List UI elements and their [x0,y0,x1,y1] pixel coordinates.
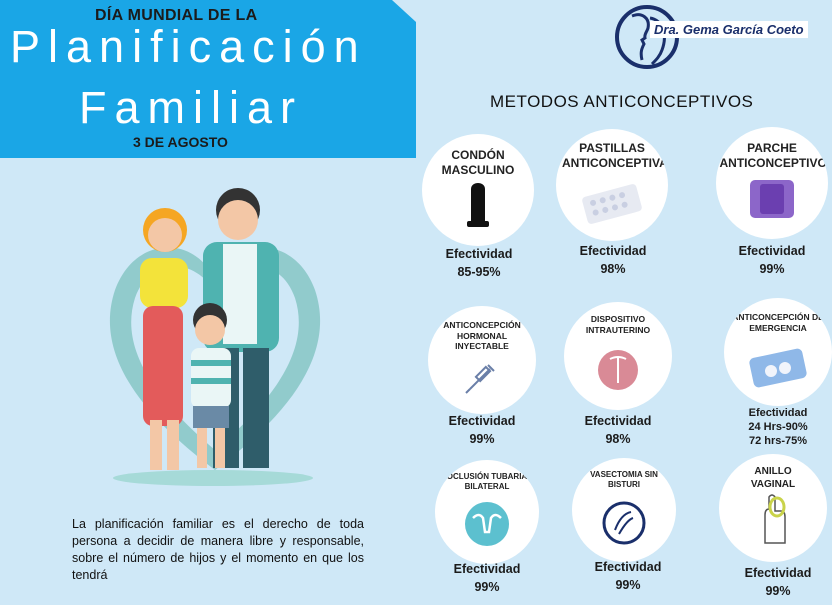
effectiveness-label: Efectividad [579,244,647,258]
method-card-circle: CONDÓN MASCULINO [422,134,534,246]
effectiveness-block: Efectividad 98% [578,412,658,448]
effectiveness-block: Efectividad 99% [736,564,820,600]
effectiveness-label: Efectividad [594,560,662,574]
patch-icon [746,176,798,227]
effectiveness-block: Efectividad 24 Hrs-90% 72 hrs-75% [735,406,821,448]
effectiveness-value: 99% [474,580,500,594]
syringe-icon [462,357,502,402]
doctor-name: Dra. Gema García Coeto [650,21,808,38]
woman-figure [140,208,188,470]
condom-icon [463,177,493,234]
uterus-icon [463,500,511,553]
effectiveness-value: 99% [765,584,791,598]
method-title: PARCHE ANTICONCEPTIVO [719,141,827,170]
effectiveness-block: Efectividad 99% [445,560,529,596]
effectiveness-label: Efectividad [738,244,806,258]
method-card-circle: VASECTOMIA SIN BISTURI [572,458,676,562]
banner-title-line2: Familiar [79,82,304,133]
effectiveness-block: Efectividad 99% [733,242,811,278]
method-title: VASECTOMIA SIN BISTURI [590,470,658,489]
ring-hand-icon [755,491,791,550]
effectiveness-label: Efectividad [448,414,516,428]
effectiveness-value: 24 Hrs-90% [748,421,808,433]
effectiveness-value: 72 hrs-75% [748,435,808,447]
effectiveness-label: Efectividad [748,407,808,419]
method-title: ANTICONCEPCIÓN DE EMERGENCIA [732,312,824,333]
method-title: ANILLO VAGINAL [750,466,796,490]
iud-icon [595,347,641,398]
effectiveness-label: Efectividad [584,414,652,428]
description-paragraph: La planificación familiar es el derecho … [72,517,364,582]
method-card-circle: PARCHE ANTICONCEPTIVO [716,127,828,239]
effectiveness-block: Efectividad 85-95% [440,245,518,281]
effectiveness-block: Efectividad 99% [586,558,670,594]
banner-date: 3 DE AGOSTO [133,134,228,150]
method-title: PASTILLAS ANTICONCEPTIVAS [562,141,668,170]
boy-figure [191,303,231,468]
method-title: CONDÓN MASCULINO [441,148,515,177]
effectiveness-block: Efectividad 99% [442,412,522,448]
banner-top-text: DÍA MUNDIAL DE LA [95,7,258,24]
effectiveness-value: 98% [600,262,626,276]
family-illustration [109,188,321,486]
method-card-circle: DISPOSITIVO INTRAUTERINO [564,302,672,410]
effectiveness-label: Efectividad [445,247,513,261]
vasectomy-icon [601,500,647,551]
effectiveness-label: Efectividad [453,562,521,576]
method-card-circle: ANTICONCEPCIÓN HORMONAL INYECTABLE [428,306,536,414]
method-card-circle: ANILLO VAGINAL [719,454,827,562]
effectiveness-label: Efectividad [744,566,812,580]
method-title: DISPOSITIVO INTRAUTERINO [585,314,651,335]
method-card-circle: ANTICONCEPCIÓN DE EMERGENCIA [724,298,832,406]
effectiveness-block: Efectividad 98% [574,242,652,278]
method-card-circle: OCLUSIÓN TUBARIA BILATERAL [435,460,539,564]
pill-pack-icon [580,183,644,229]
effectiveness-value: 98% [605,432,631,446]
effectiveness-value: 99% [759,262,785,276]
method-card-circle: PASTILLAS ANTICONCEPTIVAS [556,129,668,241]
title-banner: DÍA MUNDIAL DE LA Planificación Familiar… [0,0,416,158]
section-title: METODOS ANTICONCEPTIVOS [490,92,754,111]
banner-title-line1: Planificación [10,21,367,72]
effectiveness-value: 85-95% [457,265,501,279]
emergency-pill-icon [747,345,809,394]
effectiveness-value: 99% [469,432,495,446]
effectiveness-value: 99% [615,578,641,592]
method-title: OCLUSIÓN TUBARIA BILATERAL [446,472,528,491]
method-title: ANTICONCEPCIÓN HORMONAL INYECTABLE [443,320,521,352]
